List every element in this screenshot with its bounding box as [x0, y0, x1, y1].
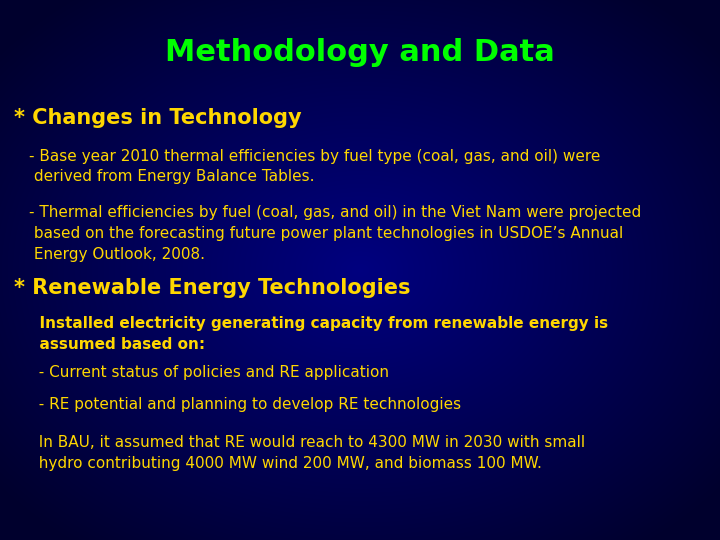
Text: - Thermal efficiencies by fuel (coal, gas, and oil) in the Viet Nam were project: - Thermal efficiencies by fuel (coal, ga…: [29, 205, 641, 262]
Text: * Renewable Energy Technologies: * Renewable Energy Technologies: [14, 278, 411, 298]
Text: Methodology and Data: Methodology and Data: [165, 38, 555, 67]
Text: - Current status of policies and RE application: - Current status of policies and RE appl…: [29, 364, 389, 380]
Text: - Base year 2010 thermal efficiencies by fuel type (coal, gas, and oil) were
 de: - Base year 2010 thermal efficiencies by…: [29, 148, 600, 185]
Text: * Changes in Technology: * Changes in Technology: [14, 108, 302, 128]
Text: In BAU, it assumed that RE would reach to 4300 MW in 2030 with small
  hydro con: In BAU, it assumed that RE would reach t…: [29, 435, 585, 471]
Text: - RE potential and planning to develop RE technologies: - RE potential and planning to develop R…: [29, 397, 461, 412]
Text: Installed electricity generating capacity from renewable energy is
  assumed bas: Installed electricity generating capacit…: [29, 316, 608, 352]
